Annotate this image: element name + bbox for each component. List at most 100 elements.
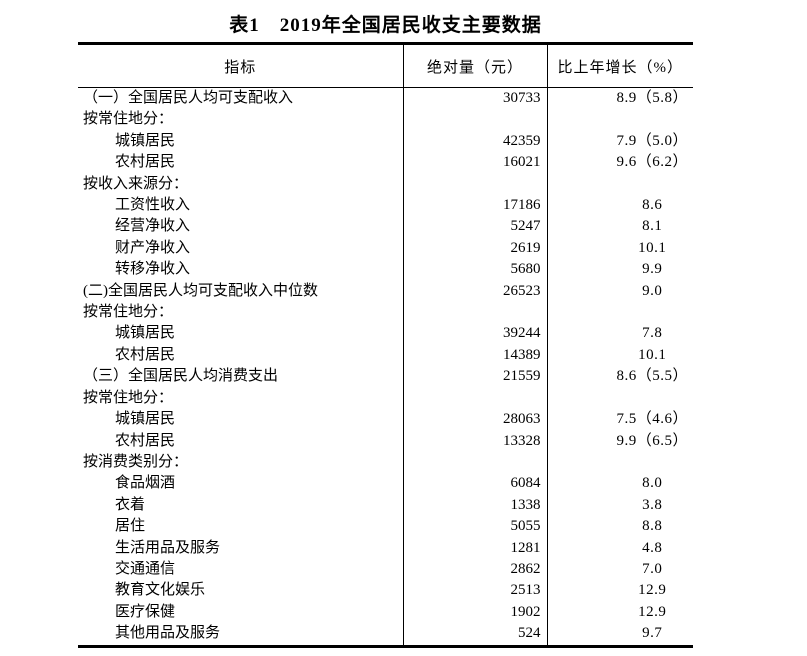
growth-value-cell: 8.1	[546, 216, 693, 238]
indicator-cell: 其他用品及服务	[115, 625, 221, 642]
indicator-cell: 经营净收入	[115, 218, 191, 235]
absolute-value-cell: 6084	[402, 473, 547, 495]
indicator-cell: 城镇居民	[115, 325, 176, 342]
indicator-cell: 转移净收入	[115, 261, 191, 278]
absolute-value-cell	[402, 173, 547, 196]
table-row: （三）全国居民人均消费支出 21559 8.6（5.5）	[78, 366, 693, 388]
absolute-value-cell: 2862	[402, 558, 547, 581]
indicator-cell: 教育文化娱乐	[115, 582, 206, 599]
absolute-value-cell: 1338	[402, 494, 547, 517]
absolute-value-cell: 2513	[402, 580, 547, 602]
growth-value-cell: 9.0	[546, 280, 693, 303]
growth-value-cell: 12.9	[546, 580, 693, 602]
absolute-value-cell: 28063	[402, 409, 547, 431]
table-row: 按常住地分：	[78, 109, 693, 131]
column-header-growth: 比上年增长（%）	[546, 43, 693, 88]
table-body: （一）全国居民人均可支配收入 30733 8.9（5.8） 按常住地分： 城镇居…	[78, 87, 693, 647]
table-row: 转移净收入 5680 9.9	[78, 259, 693, 281]
table-row: 经营净收入 5247 8.1	[78, 216, 693, 238]
indicator-cell: 交通通信	[115, 560, 176, 577]
table-row: 按收入来源分：	[78, 173, 693, 196]
indicator-cell: 医疗保健	[115, 603, 176, 620]
indicator-cell: 按收入来源分：	[83, 175, 189, 192]
indicator-cell: 生活用品及服务	[115, 539, 221, 556]
table-row: 教育文化娱乐 2513 12.9	[78, 580, 693, 602]
indicator-cell: 财产净收入	[115, 239, 191, 256]
indicator-cell: 按常住地分：	[83, 389, 174, 406]
growth-value-cell	[546, 173, 693, 196]
absolute-value-cell: 16021	[402, 152, 547, 174]
growth-value-cell: 9.6（6.2）	[546, 152, 693, 174]
growth-value-cell	[546, 302, 693, 324]
growth-value-cell: 8.0	[546, 473, 693, 495]
table-header-row: 指标 绝对量（元） 比上年增长（%）	[78, 43, 693, 88]
table-row: 农村居民 13328 9.9（6.5）	[78, 430, 693, 452]
growth-value-cell: 3.8	[546, 494, 693, 517]
indicator-cell: 食品烟酒	[115, 475, 176, 492]
table-row: 农村居民 14389 10.1	[78, 344, 693, 367]
indicator-cell: 农村居民	[115, 432, 176, 449]
absolute-value-cell: 30733	[402, 87, 547, 110]
absolute-value-cell: 1281	[402, 537, 547, 559]
growth-value-cell: 8.8	[546, 516, 693, 538]
table-title: 表1 2019年全国居民收支主要数据	[229, 15, 542, 36]
table-row: 按常住地分：	[78, 387, 693, 410]
growth-value-cell: 4.8	[546, 537, 693, 559]
table-row: 食品烟酒 6084 8.0	[78, 473, 693, 495]
indicator-cell: 工资性收入	[115, 197, 191, 214]
growth-value-cell: 8.6（5.5）	[546, 366, 693, 388]
absolute-value-cell: 26523	[402, 280, 547, 303]
growth-value-cell: 10.1	[546, 237, 693, 260]
growth-value-cell: 9.7	[546, 623, 693, 647]
growth-value-cell	[546, 451, 693, 474]
growth-value-cell: 7.0	[546, 558, 693, 581]
table-row: 农村居民 16021 9.6（6.2）	[78, 152, 693, 174]
table-row: 生活用品及服务 1281 4.8	[78, 537, 693, 559]
table-row: 城镇居民 42359 7.9（5.0）	[78, 130, 693, 153]
absolute-value-cell	[402, 451, 547, 474]
table-row: 城镇居民 28063 7.5（4.6）	[78, 409, 693, 431]
growth-value-cell	[546, 387, 693, 410]
growth-value-cell: 12.9	[546, 601, 693, 624]
absolute-value-cell: 17186	[402, 195, 547, 217]
column-header-absolute: 绝对量（元）	[402, 43, 547, 88]
income-expenditure-table: 指标 绝对量（元） 比上年增长（%） （一）全国居民人均可支配收入 30733 …	[78, 42, 693, 648]
absolute-value-cell: 21559	[402, 366, 547, 388]
indicator-cell: 按消费类别分：	[83, 453, 189, 470]
absolute-value-cell: 5055	[402, 516, 547, 538]
absolute-value-cell: 13328	[402, 430, 547, 452]
growth-value-cell: 9.9	[546, 259, 693, 281]
absolute-value-cell: 39244	[402, 323, 547, 345]
indicator-cell: 农村居民	[115, 346, 176, 363]
absolute-value-cell: 2619	[402, 237, 547, 260]
growth-value-cell: 10.1	[546, 344, 693, 367]
indicator-cell: 居住	[115, 518, 146, 535]
table-row: 其他用品及服务 524 9.7	[78, 623, 693, 647]
growth-value-cell: 7.5（4.6）	[546, 409, 693, 431]
growth-value-cell: 7.8	[546, 323, 693, 345]
growth-value-cell	[546, 109, 693, 131]
absolute-value-cell: 1902	[402, 601, 547, 624]
indicator-cell: 按常住地分：	[83, 304, 174, 321]
table-row: 居住 5055 8.8	[78, 516, 693, 538]
absolute-value-cell	[402, 302, 547, 324]
table-row: 按常住地分：	[78, 302, 693, 324]
table-row: 工资性收入 17186 8.6	[78, 195, 693, 217]
table-row: 交通通信 2862 7.0	[78, 558, 693, 581]
table-row: 按消费类别分：	[78, 451, 693, 474]
absolute-value-cell	[402, 387, 547, 410]
indicator-cell: 农村居民	[115, 154, 176, 171]
absolute-value-cell	[402, 109, 547, 131]
absolute-value-cell: 14389	[402, 344, 547, 367]
growth-value-cell: 8.9（5.8）	[546, 87, 693, 110]
table-row: 城镇居民 39244 7.8	[78, 323, 693, 345]
growth-value-cell: 7.9（5.0）	[546, 130, 693, 153]
indicator-cell: (二)全国居民人均可支配收入中位数	[83, 282, 318, 299]
table-row: （一）全国居民人均可支配收入 30733 8.9（5.8）	[78, 87, 693, 110]
column-header-indicator: 指标	[78, 43, 403, 88]
table-container: 表1 2019年全国居民收支主要数据 指标 绝对量（元） 比上年增长（%） （一…	[78, 13, 693, 648]
indicator-cell: （三）全国居民人均消费支出	[83, 368, 279, 385]
table-row: (二)全国居民人均可支配收入中位数 26523 9.0	[78, 280, 693, 303]
indicator-cell: 城镇居民	[115, 411, 176, 428]
indicator-cell: 衣着	[115, 496, 146, 513]
